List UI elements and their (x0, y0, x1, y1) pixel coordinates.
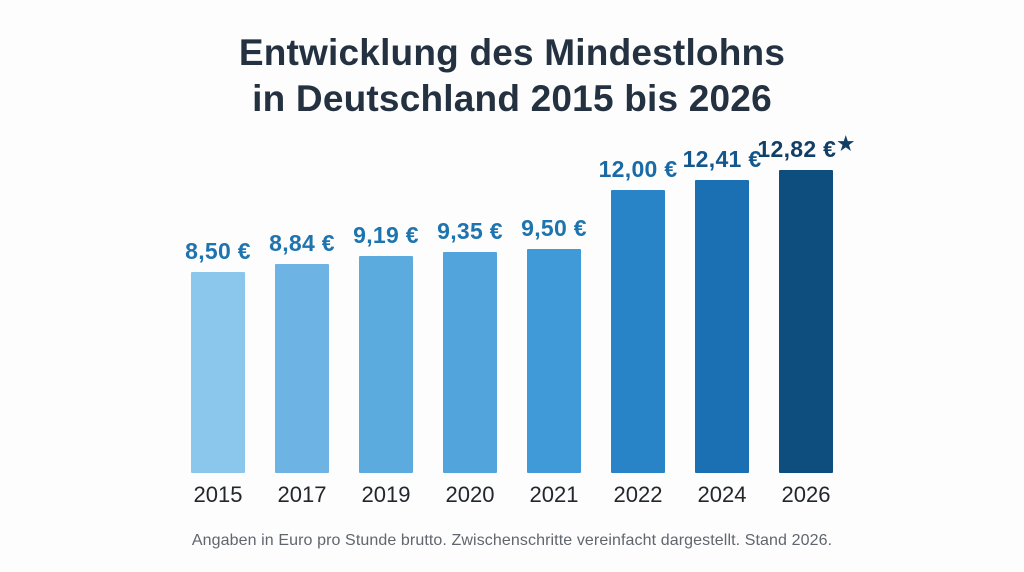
title-line-2: in Deutschland 2015 bis 2026 (252, 78, 772, 120)
bar-value-text: 12,00 € (598, 155, 678, 182)
x-axis-year-label: 2017 (277, 481, 327, 507)
bar-value-text: 9,35 € (437, 217, 503, 244)
bar-column: 8,50 € (185, 238, 251, 473)
bar-value-label: 9,50 € (521, 215, 587, 242)
bar (695, 179, 749, 473)
bar-value-text: 9,19 € (353, 221, 419, 248)
x-axis-year-label: 2019 (361, 481, 411, 507)
bar-value-label: 8,84 € (269, 230, 335, 257)
bar (359, 255, 413, 473)
bar-chart-plot-area: 8,50 € 8,84 € 9,19 € 9,35 € 9,50 € 12,00… (0, 134, 1024, 473)
bar-value-label: 12,41 € (683, 146, 762, 173)
bar-column: 9,50 € (521, 215, 587, 473)
title-line-1: Entwicklung des Mindestlohns (238, 32, 786, 73)
x-axis-year-label: 2022 (613, 481, 663, 507)
bar-column: 12,82 €★ (757, 134, 854, 473)
footnote: Angaben in Euro pro Stunde brutto. Zwisc… (191, 531, 833, 549)
bar-value-text: 9,50 € (521, 214, 587, 241)
bar (611, 189, 665, 473)
bar-column: 12,00 € (599, 156, 677, 473)
bar-column: 8,84 € (269, 230, 335, 473)
bar-column: 12,41 € (683, 146, 761, 473)
bar-value-text: 12,41 € (682, 145, 762, 172)
bar (443, 251, 497, 473)
bar-column: 9,35 € (437, 218, 503, 473)
bar-column: 9,19 € (353, 222, 419, 473)
x-axis-year-label: 2020 (445, 481, 495, 507)
bar (527, 248, 581, 473)
page-title: Entwicklung des Mindestlohns in Deutschl… (0, 0, 1024, 123)
bar (275, 263, 329, 473)
x-axis: 2015 2017 2019 2020 2021 2022 2024 2026 (0, 482, 1024, 508)
star-icon: ★ (837, 133, 855, 155)
bar-value-label: 9,35 € (437, 218, 503, 245)
bar (191, 271, 245, 473)
x-axis-year-label: 2026 (781, 481, 831, 507)
bar-value-text: 12,82 € (757, 135, 837, 162)
x-axis-year-label: 2015 (193, 481, 243, 507)
bar (779, 169, 833, 473)
bar-value-label: 9,19 € (353, 222, 419, 249)
bar-value-label: 8,50 € (185, 238, 251, 265)
x-axis-year-label: 2021 (529, 481, 579, 507)
x-axis-year-label: 2024 (697, 481, 747, 507)
bar-value-text: 8,84 € (269, 229, 335, 256)
bar-value-text: 8,50 € (185, 237, 251, 264)
bar-value-label: 12,82 €★ (757, 133, 855, 163)
bar-value-label: 12,00 € (599, 156, 678, 183)
